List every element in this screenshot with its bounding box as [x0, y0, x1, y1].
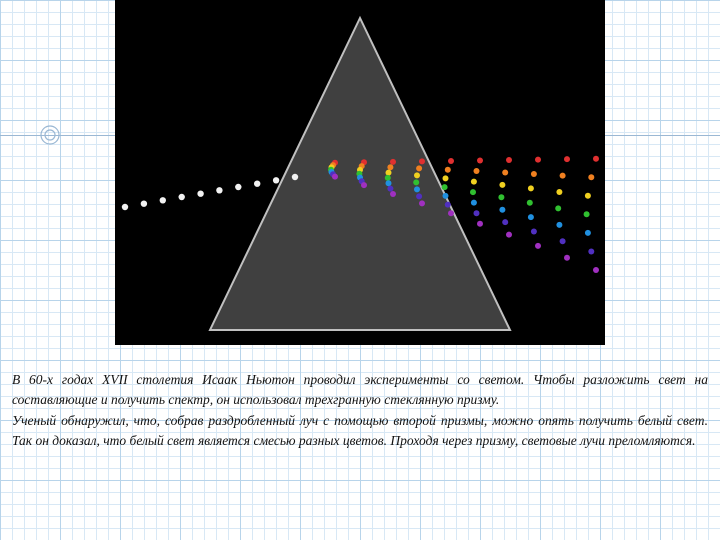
paragraph-2: Ученый обнаружил, что, собрав раздроблен… [12, 411, 708, 450]
ornament-circle-icon [40, 125, 60, 145]
prism-svg [115, 0, 605, 345]
caption-text: В 60-х годах XVII столетия Исаак Ньютон … [12, 370, 708, 452]
prism-diagram [115, 0, 605, 345]
paragraph-1: В 60-х годах XVII столетия Исаак Ньютон … [12, 370, 708, 409]
